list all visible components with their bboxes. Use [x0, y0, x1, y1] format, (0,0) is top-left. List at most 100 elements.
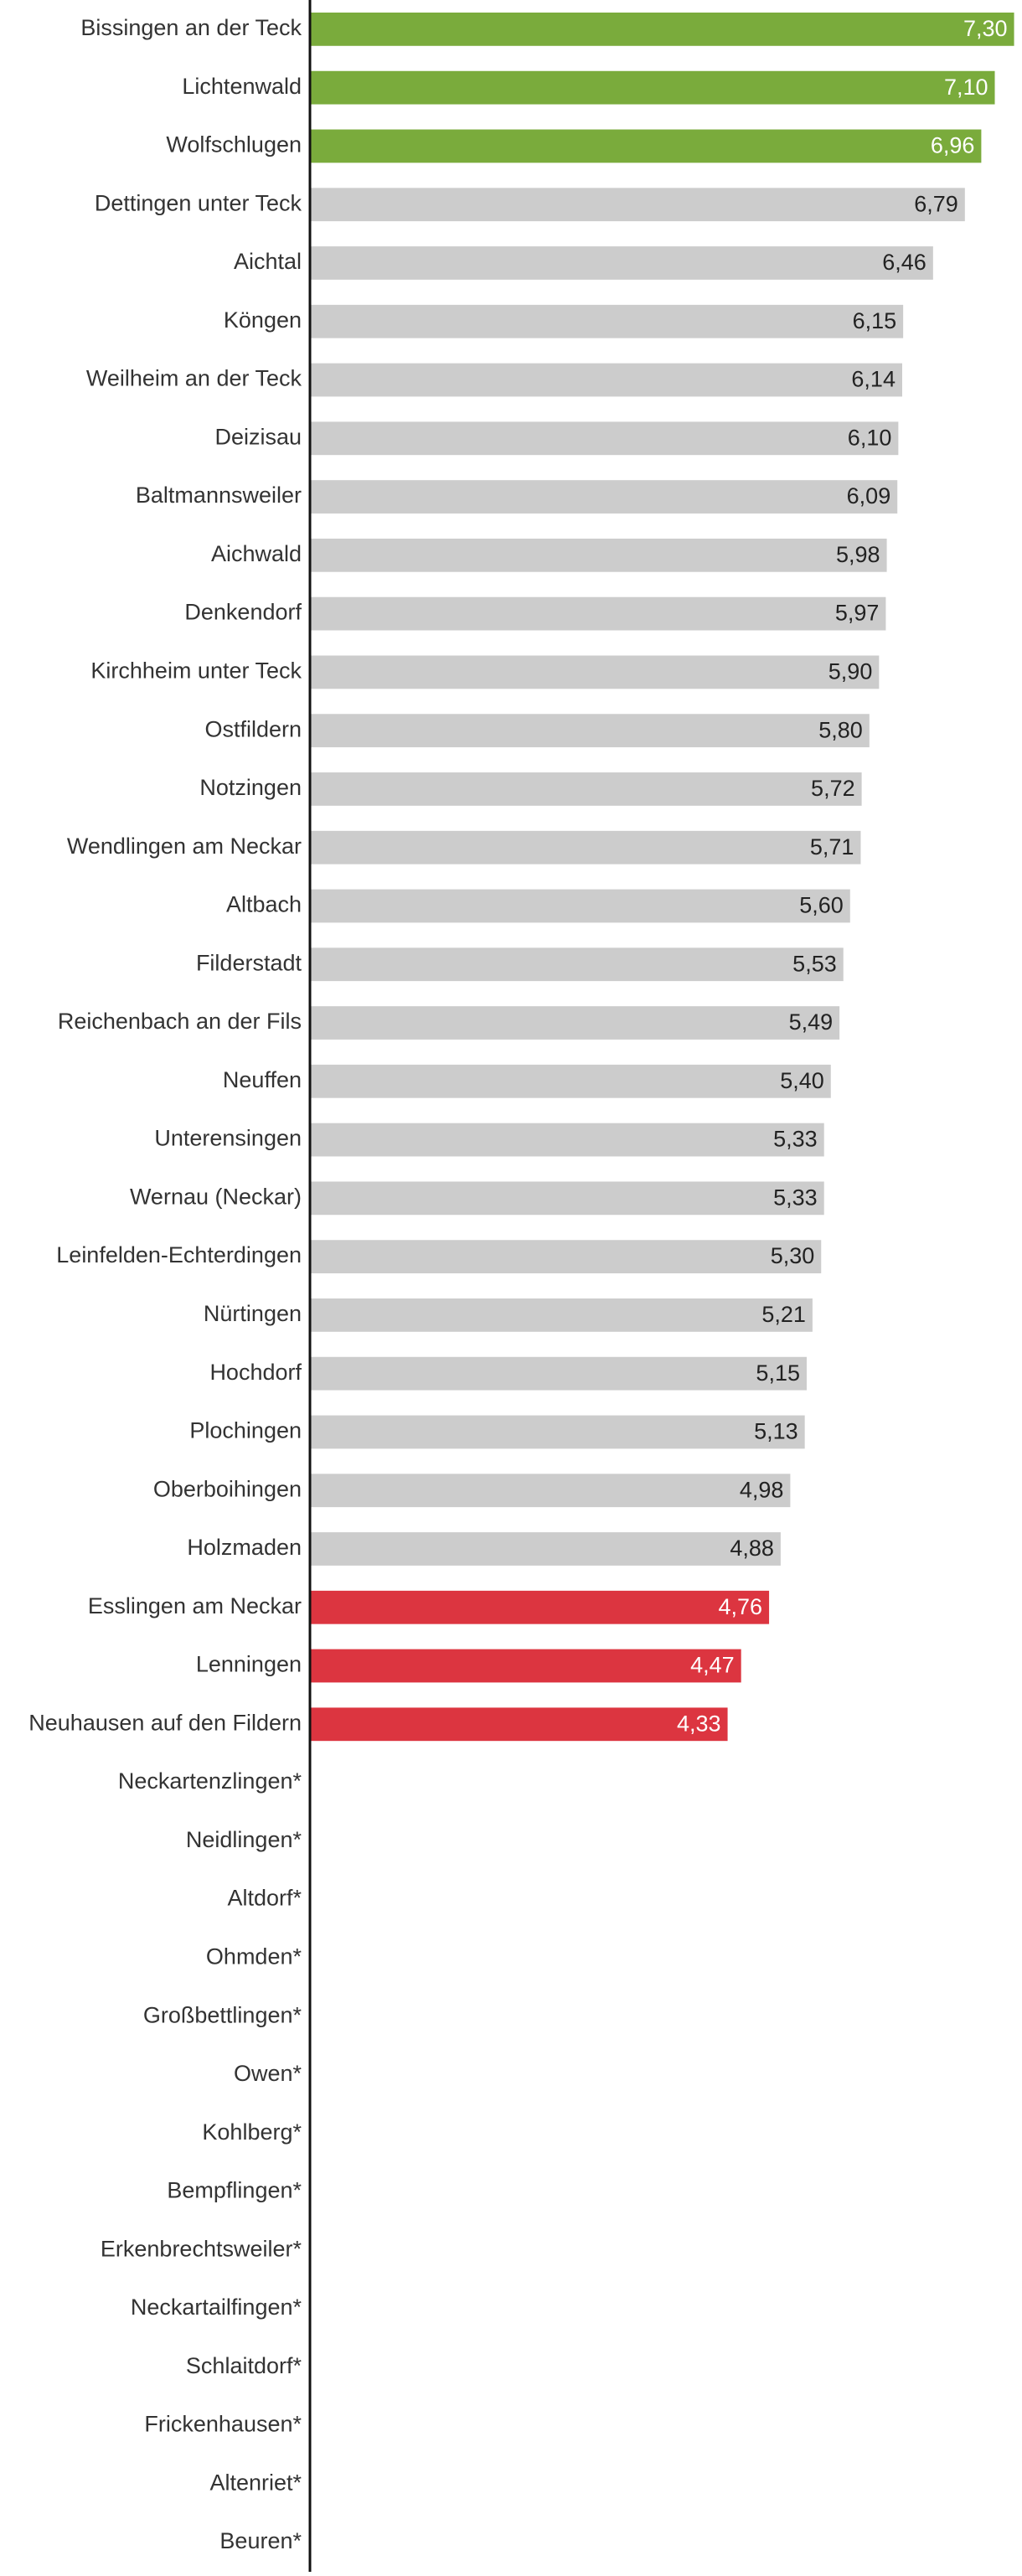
y-tick-label: Aichwald [211, 541, 302, 566]
bar [310, 304, 904, 338]
bar [310, 1123, 824, 1157]
y-tick-label: Beuren* [219, 2528, 302, 2553]
value-label: 5,71 [810, 834, 854, 860]
bar [310, 1532, 781, 1566]
bar [310, 889, 850, 923]
bar [310, 1649, 741, 1683]
value-label: 6,46 [882, 250, 927, 275]
bar [310, 947, 844, 982]
y-tick-label: Leinfelden-Echterdingen [56, 1242, 302, 1267]
bar [310, 714, 870, 748]
value-label: 6,15 [853, 308, 897, 333]
bar [310, 363, 902, 397]
y-tick-label: Weilheim an der Teck [86, 366, 302, 391]
bar [310, 421, 899, 456]
y-tick-label: Oberboihingen [153, 1476, 302, 1501]
value-label: 4,47 [690, 1653, 735, 1678]
bar [310, 480, 898, 514]
bar [310, 1006, 840, 1040]
value-label: 5,33 [773, 1185, 818, 1210]
y-tick-label: Lenningen [196, 1652, 302, 1677]
y-tick-label: Neidlingen* [186, 1827, 302, 1852]
y-tick-label: Altdorf* [227, 1886, 302, 1911]
value-label: 5,49 [789, 1009, 834, 1035]
bar [310, 1590, 770, 1624]
bar [310, 1064, 831, 1098]
y-tick-label: Altbach [226, 892, 302, 917]
bar [310, 1415, 805, 1449]
bar [310, 830, 861, 865]
bar [310, 13, 1014, 46]
y-tick-label: Ohmden* [206, 1944, 302, 1969]
value-label: 5,97 [835, 601, 880, 626]
value-label: 6,79 [914, 191, 958, 216]
y-tick-label: Aichtal [234, 249, 302, 274]
value-label: 5,53 [792, 951, 837, 976]
value-label: 4,76 [719, 1594, 763, 1619]
y-tick-label: Großbettlingen* [143, 2002, 302, 2027]
y-tick-label: Ostfildern [204, 716, 302, 741]
y-tick-label: Deizisau [214, 424, 302, 449]
y-tick-label: Neuhausen auf den Fildern [28, 1710, 302, 1735]
bar [310, 1356, 807, 1391]
y-tick-label: Baltmannsweiler [136, 483, 302, 508]
value-label: 5,15 [756, 1360, 800, 1386]
bar [310, 70, 995, 105]
value-label: 6,09 [847, 483, 891, 508]
value-label: 5,60 [799, 893, 844, 918]
bar [310, 1298, 813, 1332]
bar [310, 596, 886, 631]
bar [310, 1474, 791, 1508]
value-label: 4,88 [730, 1536, 774, 1561]
value-label: 5,33 [773, 1127, 818, 1152]
y-tick-label: Wolfschlugen [166, 132, 302, 157]
y-tick-label: Reichenbach an der Fils [58, 1009, 302, 1034]
bar [310, 246, 933, 280]
y-tick-label: Kirchheim unter Teck [90, 658, 302, 684]
y-tick-label: Filderstadt [196, 950, 302, 975]
y-tick-label: Frickenhausen* [144, 2412, 302, 2437]
bar [310, 538, 887, 572]
y-tick-label: Neckartailfingen* [131, 2295, 302, 2320]
y-tick-label: Dettingen unter Teck [95, 190, 302, 215]
value-label: 6,10 [848, 425, 892, 450]
y-tick-label: Kohlberg* [202, 2119, 302, 2145]
value-label: 4,33 [677, 1711, 721, 1736]
bar [310, 129, 982, 163]
value-label: 5,98 [836, 542, 880, 567]
bar [310, 188, 965, 222]
y-tick-label: Wendlingen am Neckar [67, 834, 302, 859]
y-tick-label: Holzmaden [187, 1535, 302, 1560]
y-tick-label: Wernau (Neckar) [130, 1184, 302, 1209]
y-tick-label: Neuffen [223, 1067, 302, 1092]
value-label: 7,30 [963, 16, 1008, 41]
value-label: 5,72 [811, 776, 855, 801]
y-tick-label: Unterensingen [154, 1126, 302, 1151]
y-tick-label: Erkenbrechtsweiler* [101, 2236, 302, 2261]
value-label: 6,96 [931, 133, 975, 158]
value-label: 6,14 [851, 367, 896, 392]
y-tick-label: Schlaitdorf* [186, 2353, 302, 2378]
y-tick-label: Lichtenwald [182, 74, 302, 99]
value-label: 5,80 [818, 717, 863, 742]
value-label: 7,10 [944, 75, 988, 100]
bar [310, 1707, 728, 1742]
value-label: 5,21 [761, 1302, 806, 1327]
y-tick-label: Notzingen [199, 775, 302, 800]
y-tick-label: Owen* [234, 2061, 302, 2086]
value-label: 5,30 [771, 1243, 815, 1268]
value-label: 4,98 [740, 1477, 784, 1502]
y-tick-label: Bissingen an der Teck [80, 15, 302, 40]
y-tick-label: Esslingen am Neckar [88, 1593, 302, 1618]
bar [310, 1181, 824, 1216]
y-tick-label: Nürtingen [204, 1301, 302, 1326]
y-tick-label: Altenriet* [209, 2470, 302, 2495]
y-tick-label: Bempflingen* [167, 2178, 302, 2203]
y-tick-label: Plochingen [189, 1418, 302, 1443]
bar [310, 1240, 822, 1273]
y-tick-label: Hochdorf [209, 1360, 302, 1385]
y-tick-label: Denkendorf [184, 600, 302, 625]
value-label: 5,13 [754, 1419, 798, 1444]
